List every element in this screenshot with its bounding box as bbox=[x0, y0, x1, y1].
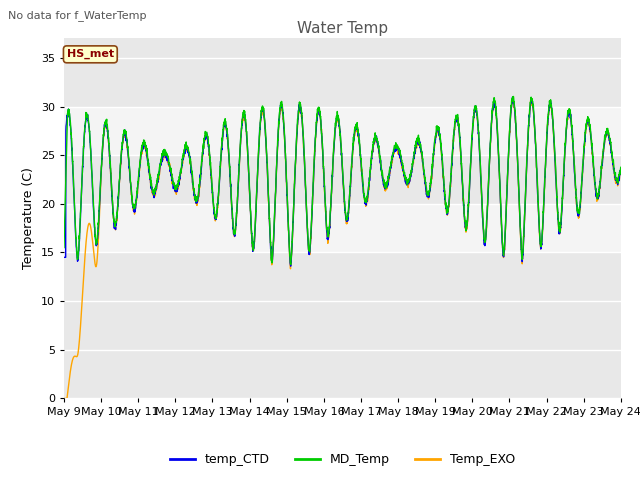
Text: HS_met: HS_met bbox=[67, 49, 114, 60]
Bar bbox=[64, 204, 621, 252]
Text: No data for f_WaterTemp: No data for f_WaterTemp bbox=[8, 10, 147, 21]
Y-axis label: Temperature (C): Temperature (C) bbox=[22, 168, 35, 269]
Bar bbox=[64, 107, 621, 155]
Legend: temp_CTD, MD_Temp, Temp_EXO: temp_CTD, MD_Temp, Temp_EXO bbox=[164, 448, 520, 471]
Title: Water Temp: Water Temp bbox=[297, 21, 388, 36]
